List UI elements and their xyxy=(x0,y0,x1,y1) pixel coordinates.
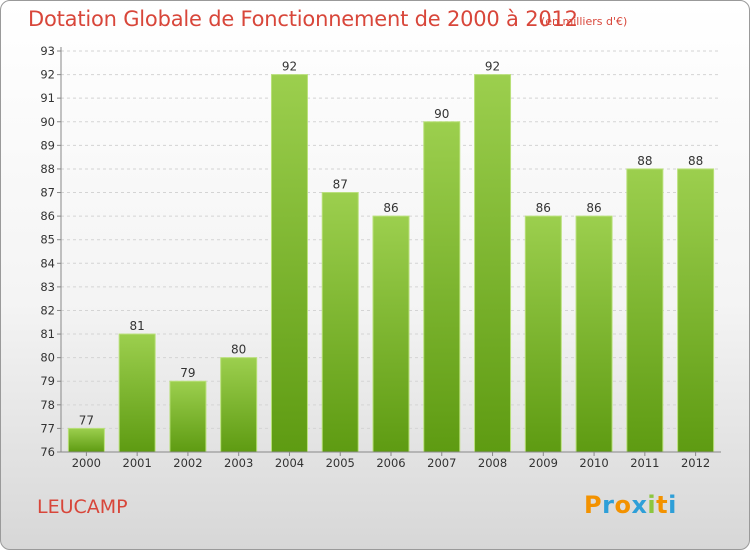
x-tick-label-2005: 2005 xyxy=(326,456,355,470)
data-label-2000: 77 xyxy=(79,413,94,427)
y-tick-label: 83 xyxy=(40,280,55,294)
bar-2005 xyxy=(321,192,359,453)
y-tick-label: 76 xyxy=(40,445,55,459)
logo-letter: o xyxy=(614,491,632,519)
data-label-2012: 88 xyxy=(688,154,703,168)
bar-2012 xyxy=(677,168,715,453)
data-label-2001: 81 xyxy=(130,319,145,333)
y-tick-label: 92 xyxy=(40,68,55,82)
data-label-2010: 86 xyxy=(586,201,601,215)
y-tick-label: 84 xyxy=(40,256,55,270)
chart-title: Dotation Globale de Fonctionnement de 20… xyxy=(28,7,578,31)
y-tick-label: 93 xyxy=(40,44,55,58)
y-tick-label: 79 xyxy=(40,374,55,388)
x-tick-label-2011: 2011 xyxy=(630,456,659,470)
x-tick-label-2007: 2007 xyxy=(427,456,456,470)
logo-letter: x xyxy=(631,491,648,519)
logo-letter: P xyxy=(584,491,603,519)
x-tick-label-2012: 2012 xyxy=(681,456,710,470)
x-tick-label-2006: 2006 xyxy=(376,456,405,470)
bar-2008 xyxy=(474,74,512,453)
bar-2009 xyxy=(524,215,562,453)
y-tick-label: 90 xyxy=(40,115,55,129)
bar-2004 xyxy=(270,74,308,453)
bar-2010 xyxy=(575,215,613,453)
y-tick-label: 85 xyxy=(40,233,55,247)
x-tick-label-2008: 2008 xyxy=(478,456,507,470)
logo-letter: i xyxy=(647,491,657,519)
bar-2007 xyxy=(423,121,461,453)
data-label-2003: 80 xyxy=(231,343,246,357)
y-tick-label: 87 xyxy=(40,186,55,200)
chart-unit-note: (en milliers d'€) xyxy=(541,15,628,28)
x-tick-label-2001: 2001 xyxy=(123,456,152,470)
bar-2006 xyxy=(372,215,410,453)
x-tick-label-2009: 2009 xyxy=(529,456,558,470)
data-label-2005: 87 xyxy=(333,178,348,192)
y-tick-label: 89 xyxy=(40,138,55,152)
x-tick-label-2002: 2002 xyxy=(173,456,202,470)
bar-2011 xyxy=(626,168,664,453)
y-tick-label: 91 xyxy=(40,91,55,105)
proxiti-logo: Proxiti xyxy=(584,491,677,519)
y-tick-label: 81 xyxy=(40,327,55,341)
bar-2003 xyxy=(220,357,258,453)
data-label-2008: 92 xyxy=(485,60,500,74)
logo-letter: t xyxy=(656,491,669,519)
y-tick-label: 88 xyxy=(40,162,55,176)
y-tick-label: 86 xyxy=(40,209,55,223)
data-label-2002: 79 xyxy=(180,366,195,380)
bar-2001 xyxy=(118,333,156,453)
data-label-2004: 92 xyxy=(282,60,297,74)
data-label-2009: 86 xyxy=(536,201,551,215)
bar-2002 xyxy=(169,380,207,453)
x-tick-label-2004: 2004 xyxy=(275,456,304,470)
x-tick-label-2003: 2003 xyxy=(224,456,253,470)
logo-letter: r xyxy=(602,491,615,519)
x-tick-label-2000: 2000 xyxy=(72,456,101,470)
x-tick-label-2010: 2010 xyxy=(579,456,608,470)
y-tick-label: 80 xyxy=(40,351,55,365)
y-tick-label: 78 xyxy=(40,398,55,412)
data-label-2011: 88 xyxy=(637,154,652,168)
y-tick-label: 77 xyxy=(40,421,55,435)
commune-name: LEUCAMP xyxy=(37,496,128,518)
data-label-2007: 90 xyxy=(434,107,449,121)
logo-letter: i xyxy=(668,491,677,519)
y-tick-label: 82 xyxy=(40,303,55,317)
data-label-2006: 86 xyxy=(383,201,398,215)
bar-2000 xyxy=(67,427,105,453)
